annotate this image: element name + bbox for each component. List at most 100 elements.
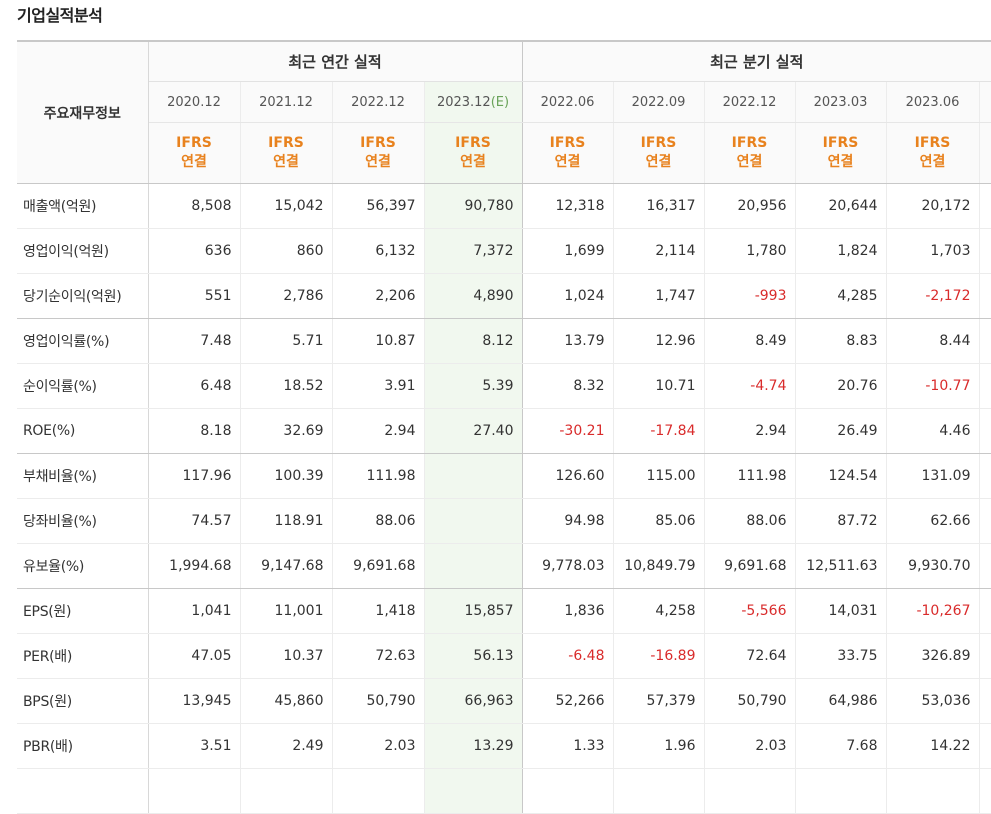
table-cell: -5,566	[703, 588, 795, 634]
table-cell: 9,691.68	[331, 543, 424, 589]
table-row: PER(배) 47.05 10.37 72.63 56.13 -6.48 -16.89 72.…	[17, 633, 991, 679]
table-cell: 45,860	[239, 678, 332, 724]
table-cell: 57,379	[612, 678, 704, 724]
period-header: 2022.12	[703, 81, 795, 123]
table-cell: 10.71	[612, 363, 704, 409]
table-cell: 5.39	[423, 363, 522, 409]
table-cell: 13,945	[147, 678, 240, 724]
basis-label: IFRS 연결	[521, 122, 613, 184]
period-header: 2022.09	[612, 81, 704, 123]
row-label	[17, 768, 149, 814]
table-cell: 111.98	[703, 453, 795, 499]
table-cell: -6.48	[521, 633, 613, 679]
table-cell: 13.29	[423, 723, 522, 769]
table-cell: 9,691.68	[703, 543, 795, 589]
table-cell: 1,041	[147, 588, 240, 634]
table-cell: 56.13	[423, 633, 522, 679]
basis-label: IFRS 연결	[331, 122, 424, 184]
period-header: 2020.12	[147, 81, 240, 123]
table-cell: 47.05	[147, 633, 240, 679]
table-cell: 12.96	[612, 318, 704, 364]
table-cell: 131.09	[885, 453, 979, 499]
annual-group-header: 최근 연간 실적	[148, 40, 522, 82]
table-cell: 18.52	[239, 363, 332, 409]
financial-table: 주요재무정보 최근 연간 실적 최근 분기 실적 2020.12 2021.12 2…	[17, 40, 991, 814]
table-row: 영업이익률(%) 7.48 5.71 10.87 8.12 13.79 12.96 8.49 8…	[17, 318, 991, 364]
table-cell: 66,963	[423, 678, 522, 724]
table-cell: 14.22	[885, 723, 979, 769]
table-cell: 551	[147, 273, 240, 319]
basis-label: IFRS 연결	[885, 122, 979, 184]
table-cell: 2.94	[703, 408, 795, 454]
table-cell: 20,956	[703, 183, 795, 229]
table-cell: 94.98	[521, 498, 613, 544]
period-header: 2023.12(E)	[423, 81, 522, 123]
basis-label: IFRS 연결	[612, 122, 704, 184]
table-cell: 12,318	[521, 183, 613, 229]
table-cell: 85.06	[612, 498, 704, 544]
table-cell: 62.66	[885, 498, 979, 544]
table-cell: 4,890	[423, 273, 522, 319]
table-cell: 4,285	[794, 273, 886, 319]
table-cell: 3.51	[147, 723, 240, 769]
table-cell	[331, 768, 424, 814]
table-cell: 2.03	[331, 723, 424, 769]
table-cell: 117.96	[147, 453, 240, 499]
table-cell: 52,266	[521, 678, 613, 724]
table-cell: 100.39	[239, 453, 332, 499]
table-row: ROE(%) 8.18 32.69 2.94 27.40 -30.21 -17.84 2.94…	[17, 408, 991, 454]
row-label: 유보율(%)	[17, 543, 149, 589]
table-cell: 90,780	[423, 183, 522, 229]
table-cell: 8.44	[885, 318, 979, 364]
table-cell: 10.87	[331, 318, 424, 364]
table-cell: 50,790	[331, 678, 424, 724]
table-cell: 4,258	[612, 588, 704, 634]
row-label: 당기순이익(억원)	[17, 273, 149, 319]
table-cell	[423, 768, 522, 814]
table-cell: 7,372	[423, 228, 522, 274]
table-cell: 87.72	[794, 498, 886, 544]
table-cell: 2,786	[239, 273, 332, 319]
table-cell: 4.46	[885, 408, 979, 454]
table-cell: 1,994.68	[147, 543, 240, 589]
table-cell: 2.49	[239, 723, 332, 769]
table-cell: 9,930.70	[885, 543, 979, 589]
basis-label: IFRS 연결	[423, 122, 522, 184]
table-cell: 9,778.03	[521, 543, 613, 589]
basis-label: IFRS 연결	[794, 122, 886, 184]
table-cell: 10,849.79	[612, 543, 704, 589]
table-cell: 8.18	[147, 408, 240, 454]
table-cell: 74.57	[147, 498, 240, 544]
table-cell	[794, 768, 886, 814]
table-cell: -17.84	[612, 408, 704, 454]
row-header-label: 주요재무정보	[17, 40, 149, 184]
table-cell: 53,036	[885, 678, 979, 724]
table-row: 부채비율(%) 117.96 100.39 111.98 126.60 115.00 111…	[17, 453, 991, 499]
table-body: 매출액(억원) 8,508 15,042 56,397 90,780 12,318 16,3…	[17, 183, 991, 814]
table-cell: 16,317	[612, 183, 704, 229]
table-row	[17, 768, 991, 814]
period-header-row: 2020.12 2021.12 2022.12 2023.12(E) 2022.06 20…	[17, 81, 991, 123]
table-cell: 3.91	[331, 363, 424, 409]
basis-label: IFRS 연결	[147, 122, 240, 184]
table-cell: 2,206	[331, 273, 424, 319]
table-cell: 126.60	[521, 453, 613, 499]
table-cell: -4.74	[703, 363, 795, 409]
table-cell: 1,824	[794, 228, 886, 274]
table-row: 순이익률(%) 6.48 18.52 3.91 5.39 8.32 10.71 -4.74 20…	[17, 363, 991, 409]
table-cell: 8.12	[423, 318, 522, 364]
table-cell: 88.06	[703, 498, 795, 544]
table-cell: 13.79	[521, 318, 613, 364]
table-cell: 64,986	[794, 678, 886, 724]
table-cell	[423, 543, 522, 589]
row-label: EPS(원)	[17, 588, 149, 634]
table-cell: 1.33	[521, 723, 613, 769]
basis-header-row: IFRS 연결 IFRS 연결 IFRS 연결 IFRS 연결 IFRS 연결 IFRS 연결 IFRS…	[17, 122, 991, 184]
row-label: 매출액(억원)	[17, 183, 149, 229]
table-row: 매출액(억원) 8,508 15,042 56,397 90,780 12,318 16,3…	[17, 183, 991, 229]
table-cell: 8.32	[521, 363, 613, 409]
table-cell: -30.21	[521, 408, 613, 454]
table-cell: 12,511.63	[794, 543, 886, 589]
table-row: 영업이익(억원) 636 860 6,132 7,372 1,699 2,114 1,780 1…	[17, 228, 991, 274]
row-label: 당좌비율(%)	[17, 498, 149, 544]
